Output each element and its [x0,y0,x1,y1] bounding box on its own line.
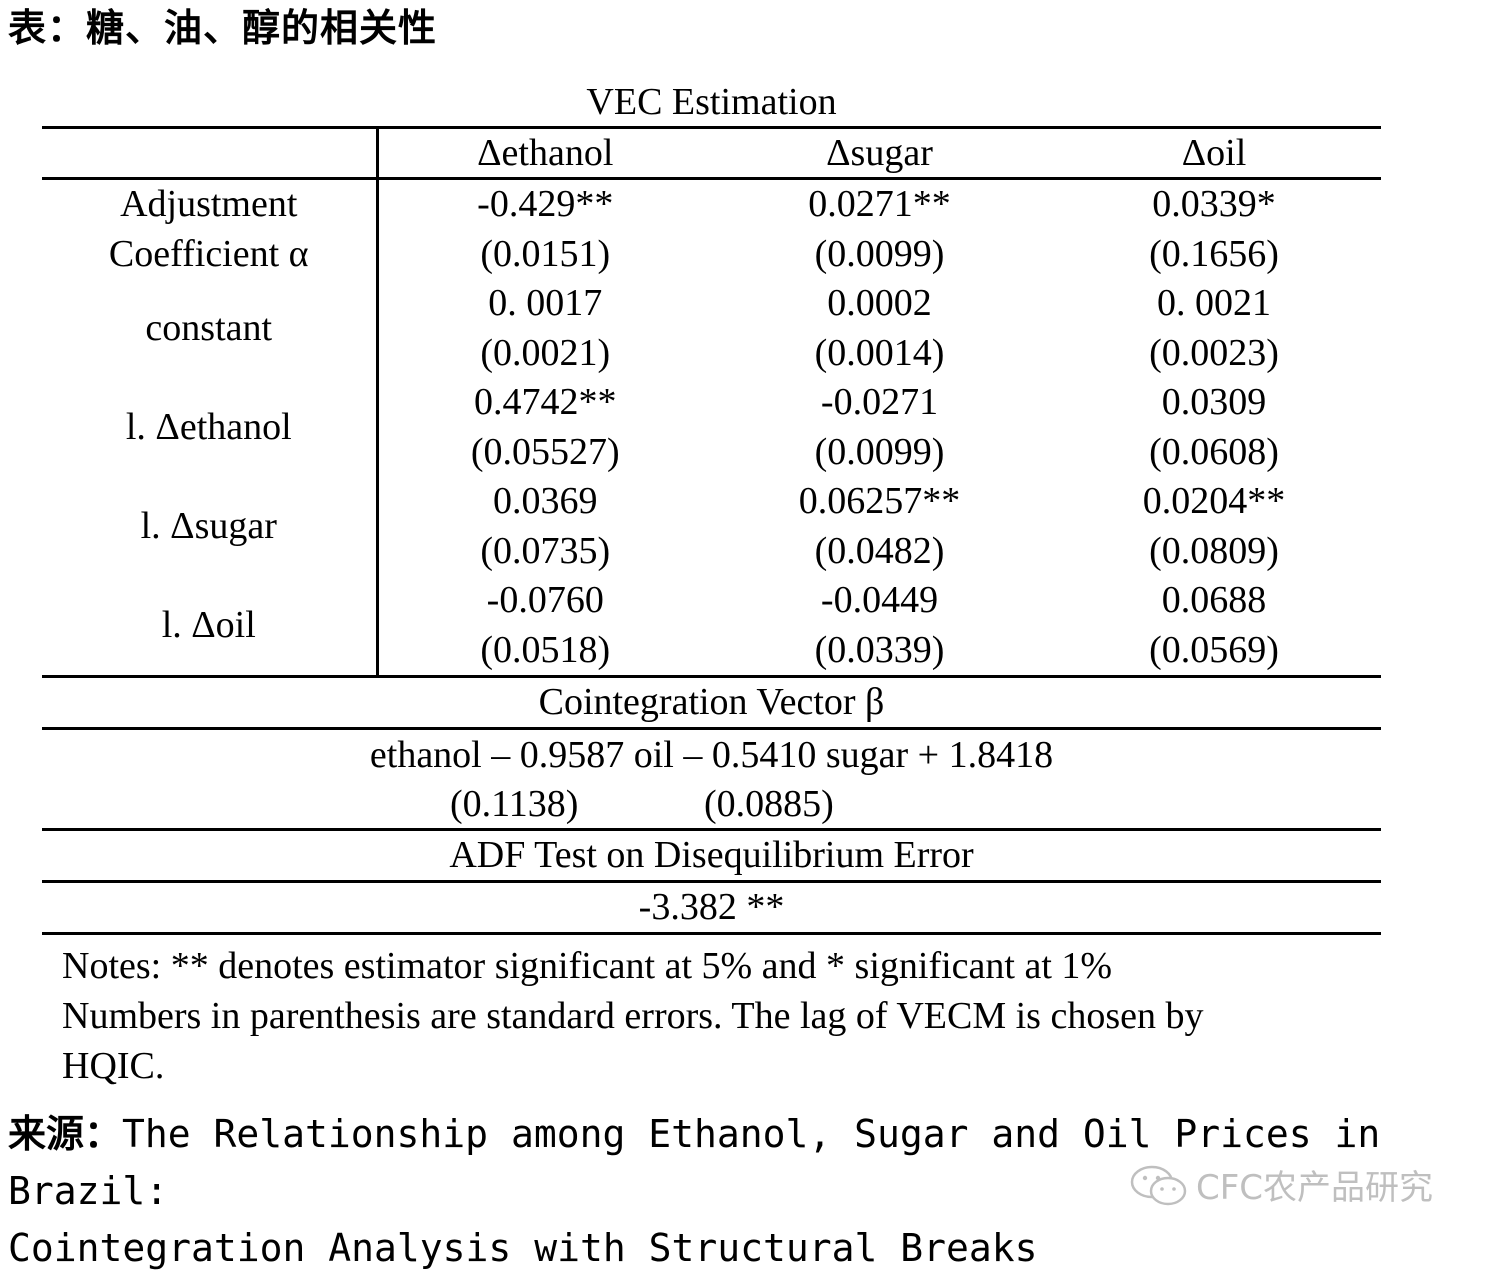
std-error-cell: (0.0339) [814,628,945,671]
estimate-cell: 0.0688 [1161,579,1267,621]
std-error-cell: (0.05527) [470,430,620,473]
table-row: (0.0735) (0.0482) (0.0809) [42,527,1381,577]
cointegration-se-sugar: (0.0885) [704,783,834,825]
table-notes: Notes: ** denotes estimator significant … [42,935,1381,1091]
adf-title: ADF Test on Disequilibrium Error [449,834,974,876]
estimate-cell: 0. 0017 [488,282,603,324]
wechat-icon [1130,1165,1187,1205]
estimate-cell: -0.0760 [486,579,604,621]
std-error-cell: (0.0014) [814,331,945,374]
rule-after-adf-title [42,880,1381,883]
estimate-cell: 0. 0021 [1157,282,1271,324]
row-label-lag-oil: l. Δoil [42,576,379,675]
table-row: l. Δoil -0.0760 -0.0449 0.0688 [42,576,1381,675]
table-row: l. Δsugar 0.0369 0.06257** 0.0204** [42,477,1381,576]
header-blank-cell [42,129,379,180]
std-error-cell: (0.0023) [1149,331,1279,374]
bottom-rule [42,932,1381,935]
notes-line: Numbers in parenthesis are standard erro… [62,995,1204,1037]
estimate-cell: 0.0369 [493,480,598,522]
table-row: (0.0151) (0.0099) (0.1656) [42,230,1381,280]
column-header-delta-oil: Δoil [1047,129,1381,180]
estimate-cell: 0.0002 [827,282,932,324]
std-error-cell: (0.0809) [1149,529,1279,572]
estimate-cell: 0.0339* [1152,183,1276,225]
vec-estimation-table: Δethanol Δsugar Δoil Adjustment Coeffici… [42,129,1381,675]
row-label-line: Adjustment [120,183,298,225]
table-row: (0.0518) (0.0339) (0.0569) [42,626,1381,676]
rule-before-cointegration [42,675,1381,678]
std-error-cell: (0.0151) [480,232,611,275]
column-header-delta-ethanol: Δethanol [377,129,712,180]
header-row: Δethanol Δsugar Δoil [42,129,1381,180]
column-header-delta-sugar: Δsugar [712,129,1047,180]
estimate-cell: 0.0204** [1142,480,1286,522]
adf-value: -3.382 ** [638,886,785,928]
estimate-cell: -0.0449 [820,579,939,621]
estimate-cell: 0.4742** [474,381,617,423]
cointegration-se-oil: (0.1138) [450,783,579,825]
cointegration-se-line: (0.1138) (0.0885) [42,780,1381,828]
watermark-text: CFC农产品研究 [1196,1168,1434,1208]
watermark: CFC农产品研究 [1128,1160,1433,1209]
std-error-cell: (0.0482) [814,529,945,572]
notes-line: HQIC. [62,1045,165,1087]
std-error-cell: (0.0518) [480,628,611,671]
estimate-cell: -0.0271 [820,381,939,423]
estimate-cell: 0.06257** [798,480,961,522]
vec-table-block: VEC Estimation Δethanol Δsugar Δoil Adju… [42,78,1381,1091]
row-label-constant: constant [42,279,379,378]
std-error-cell: (0.0569) [1149,628,1279,671]
table-caption: 表：糖、油、醇的相关性 [8,6,438,50]
table-row: Adjustment Coefficient α -0.429** 0.0271… [42,178,1381,279]
table-row: constant 0. 0017 0.0002 0. 0021 [42,279,1381,378]
source-line-2: Cointegration Analysis with Structural B… [8,1226,1038,1270]
notes-line: Notes: ** denotes estimator significant … [62,945,1113,987]
source-line-1: The Relationship among Ethanol, Sugar an… [8,1112,1381,1213]
std-error-cell: (0.0099) [814,430,945,473]
std-error-cell: (0.1656) [1149,232,1279,275]
source-label: 来源： [8,1112,123,1156]
row-label-lag-ethanol: l. Δethanol [42,378,379,477]
row-label-line: Coefficient α [108,232,309,275]
rule-before-adf [42,828,1381,831]
top-rule [42,126,1381,129]
estimate-cell: 0.0271** [808,183,951,225]
std-error-cell: (0.0735) [480,529,611,572]
std-error-cell: (0.0608) [1149,430,1279,473]
table-row: (0.0021) (0.0014) (0.0023) [42,329,1381,379]
std-error-cell: (0.0099) [814,232,945,275]
table-row: l. Δethanol 0.4742** -0.0271 0.0309 [42,378,1381,477]
row-label-lag-sugar: l. Δsugar [42,477,379,576]
table-row: (0.05527) (0.0099) (0.0608) [42,428,1381,478]
rule-after-cointegration-title [42,727,1381,730]
cointegration-equation: ethanol – 0.9587 oil – 0.5410 sugar + 1.… [369,734,1054,776]
estimate-cell: -0.429** [477,183,614,225]
estimate-cell: 0.0309 [1161,381,1267,423]
cointegration-title: Cointegration Vector β [538,681,885,723]
table-title: VEC Estimation [586,81,837,123]
std-error-cell: (0.0021) [480,331,611,374]
row-label-adjustment: Adjustment Coefficient α [42,178,379,279]
